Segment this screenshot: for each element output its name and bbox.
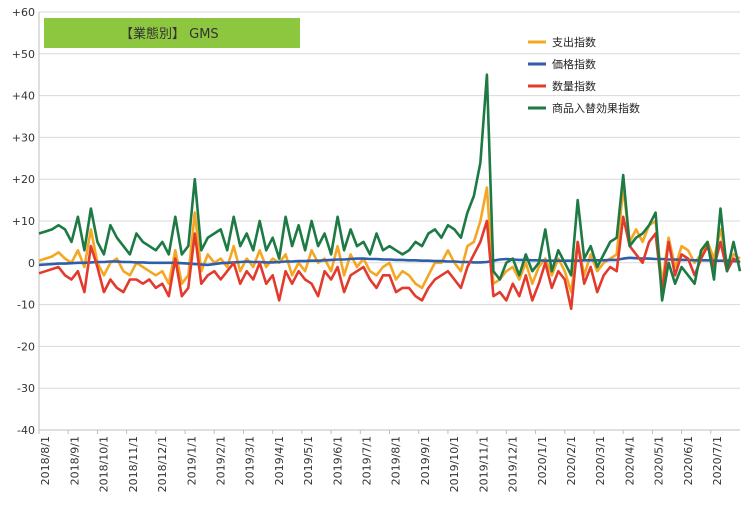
x-tick-label: 2018/8/1 — [39, 436, 52, 485]
x-tick-label: 2019/1/1 — [185, 436, 198, 485]
x-tick-label: 2019/4/1 — [273, 436, 286, 485]
y-tick-label: -20 — [17, 340, 35, 353]
y-tick-label: +60 — [12, 6, 35, 19]
legend-label-3: 商品入替効果指数 — [552, 101, 640, 115]
legend-label-1: 価格指数 — [552, 57, 596, 71]
y-tick-label: -40 — [17, 424, 35, 437]
x-axis-ticks: 2018/8/1 2018/9/1 2018/10/1 2018/11/1 2018/1… — [38, 430, 724, 492]
series-line-3 — [38, 73, 742, 302]
y-tick-label: +10 — [12, 215, 35, 228]
x-tick-label: 2020/6/1 — [682, 436, 695, 485]
x-tick-label: 2019/2/1 — [214, 436, 227, 485]
x-tick-label: 2018/10/1 — [98, 436, 111, 492]
y-tick-label: +50 — [12, 48, 35, 61]
x-tick-label: 2019/9/1 — [419, 436, 432, 485]
y-tick-label: -30 — [17, 382, 35, 395]
x-tick-label: 2019/12/1 — [507, 436, 520, 492]
x-tick-label: 2018/11/1 — [127, 436, 140, 492]
series-line-1 — [38, 256, 741, 267]
x-tick-label: 2019/11/1 — [477, 436, 490, 492]
series-group — [38, 73, 742, 311]
x-tick-label: 2019/8/1 — [390, 436, 403, 485]
y-tick-label: +30 — [12, 131, 35, 144]
chart-title: 【業態別】 GMS — [120, 26, 219, 42]
x-tick-label: 2020/1/1 — [536, 436, 549, 485]
y-tick-label: -10 — [17, 299, 35, 312]
y-axis-ticks: +60 +50 +40 +30 +20 +10 0 -10 -20 -30 -40 — [12, 6, 35, 437]
y-tick-label: +20 — [12, 173, 35, 186]
y-tick-label: +40 — [12, 90, 35, 103]
x-tick-label: 2020/2/1 — [565, 436, 578, 485]
x-tick-label: 2019/7/1 — [361, 436, 374, 485]
x-tick-label: 2020/7/1 — [711, 436, 724, 485]
x-tick-label: 2018/12/1 — [156, 436, 169, 492]
title-box — [44, 18, 300, 48]
x-tick-label: 2019/6/1 — [331, 436, 344, 485]
y-tick-label: 0 — [28, 257, 35, 270]
legend-label-2: 数量指数 — [552, 79, 596, 93]
x-tick-label: 2019/3/1 — [244, 436, 257, 485]
legend-label-0: 支出指数 — [552, 35, 596, 49]
x-tick-label: 2019/10/1 — [448, 436, 461, 492]
x-tick-label: 2018/9/1 — [68, 436, 81, 485]
x-tick-label: 2020/5/1 — [653, 436, 666, 485]
series-line-2 — [38, 215, 741, 311]
x-tick-label: 2020/4/1 — [623, 436, 636, 485]
x-tick-label: 2020/3/1 — [594, 436, 607, 485]
x-tick-label: 2019/5/1 — [302, 436, 315, 485]
